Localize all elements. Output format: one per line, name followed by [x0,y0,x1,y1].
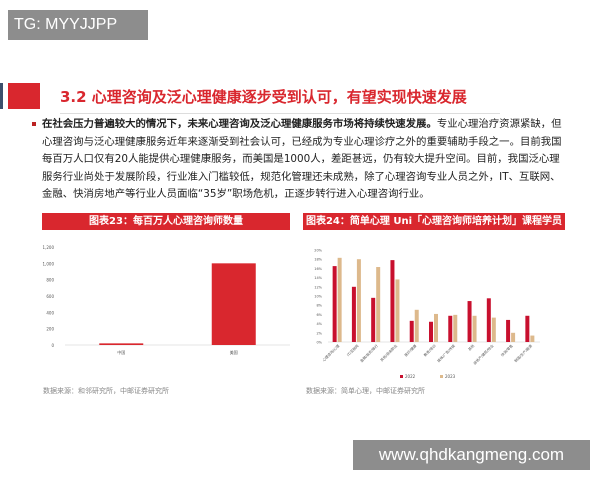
y-tick-label: 0% [316,341,322,345]
bar-2023-1 [356,259,361,342]
x-tick-label: 制造/生产/能源 [513,343,533,363]
x-tick-label: 房地产/建筑/物业 [472,343,495,366]
bar-2022-5 [429,321,433,342]
x-tick-label: 金融/投资/银行 [359,343,379,363]
chart23-source: 数据来源：和邻研究所，中邮证券研究所 [43,387,169,395]
y-tick-label: 18% [314,258,322,262]
legend-label: 2023 [445,374,456,379]
bar-1 [211,263,256,345]
body-text: 专业心理治疗资源紧缺，但心理咨询与泛心理健康服务近年来逐渐受到社会认可，已经成为… [42,118,562,200]
legend-swatch-2023 [440,375,443,378]
x-tick-label: 媒体/广告/传媒 [436,343,456,363]
y-tick-label: 600 [46,294,54,299]
bar-2023-5 [434,313,438,342]
x-tick-label: 美国 [230,349,238,355]
bar-2023-8 [491,317,496,342]
bar-2023-7 [472,315,477,342]
bar-2022-1 [351,286,356,342]
y-tick-label: 2% [316,331,322,335]
y-tick-label: 0 [51,343,54,348]
bar-2022-8 [486,298,491,342]
watermark-top-left: TG: MYYJJPP [8,10,148,40]
bar-2023-4 [414,309,419,342]
bar-2022-7 [467,301,472,342]
y-tick-label: 10% [314,295,322,299]
bar-2023-9 [511,332,516,342]
y-tick-label: 12% [314,285,322,289]
x-tick-label: 其他 [467,343,476,352]
section-title: 3.2 心理咨询及泛心理健康逐步受到认可，有望实现快速发展 [60,88,467,106]
x-tick-label: 教育/培训 [422,343,437,358]
y-tick-label: 6% [316,313,322,317]
y-tick-label: 1,000 [43,261,55,266]
bar-2022-3 [390,260,395,342]
bar-0 [99,343,144,345]
legend-swatch-2022 [400,375,403,378]
title-accent-strip [0,83,3,109]
bar-2022-0 [332,266,337,342]
y-tick-label: 20% [314,249,322,253]
y-tick-label: 4% [316,322,322,326]
y-tick-label: 8% [316,304,322,308]
title-accent-block [8,83,40,109]
title-divider [60,113,500,114]
bar-2022-4 [409,320,414,342]
x-tick-label: 心理咨询/心理 [321,343,341,363]
bar-2023-0 [337,257,342,342]
chart24: 0% 2% 4% 6% 8% 10% 12% 14% 16% 18% 20% 心理咨询/心理 IT/互联… [314,249,540,379]
x-tick-label: 医疗/健康 [403,343,418,358]
y-tick-label: 1,200 [43,245,55,250]
y-tick-label: 200 [46,327,54,332]
bar-2022-9 [506,319,511,342]
watermark-bottom-right: www.qhdkangmeng.com [353,440,590,470]
y-tick-label: 14% [314,276,322,280]
body-lead: 在社会压力普遍较大的情况下，未来心理咨询及泛心理健康服务市场将持续快速发展。 [42,118,437,130]
x-tick-label: IT/互联网 [346,343,360,357]
body-paragraph: 在社会压力普遍较大的情况下，未来心理咨询及泛心理健康服务市场将持续快速发展。专业… [42,116,570,204]
bar-2023-6 [453,314,458,342]
x-tick-label: 其他/自由职业 [379,343,399,363]
legend-label: 2022 [405,374,416,379]
bar-2023-10 [530,335,535,342]
y-tick-label: 800 [46,278,54,283]
chart23: 0 200 400 600 800 1,000 1,200 中国 美国 [43,245,290,355]
chart23-title: 图表23：每百万人心理咨询师数量 [42,213,290,230]
x-tick-label: 中国 [117,349,125,355]
bar-2022-2 [371,297,376,342]
x-tick-label: 快消/零售 [500,343,515,358]
y-tick-label: 16% [314,267,322,271]
chart24-source: 数据来源：简单心理，中邮证券研究所 [306,387,425,395]
chart24-title: 图表24：简单心理 Uni「心理咨询师培养计划」课程学员行业分布 [303,213,565,244]
bar-2022-6 [448,315,453,342]
bullet-icon [32,122,36,126]
bar-2022-10 [525,315,530,342]
y-tick-label: 400 [46,310,54,315]
bar-2023-3 [395,279,400,342]
bar-2023-2 [376,267,381,342]
